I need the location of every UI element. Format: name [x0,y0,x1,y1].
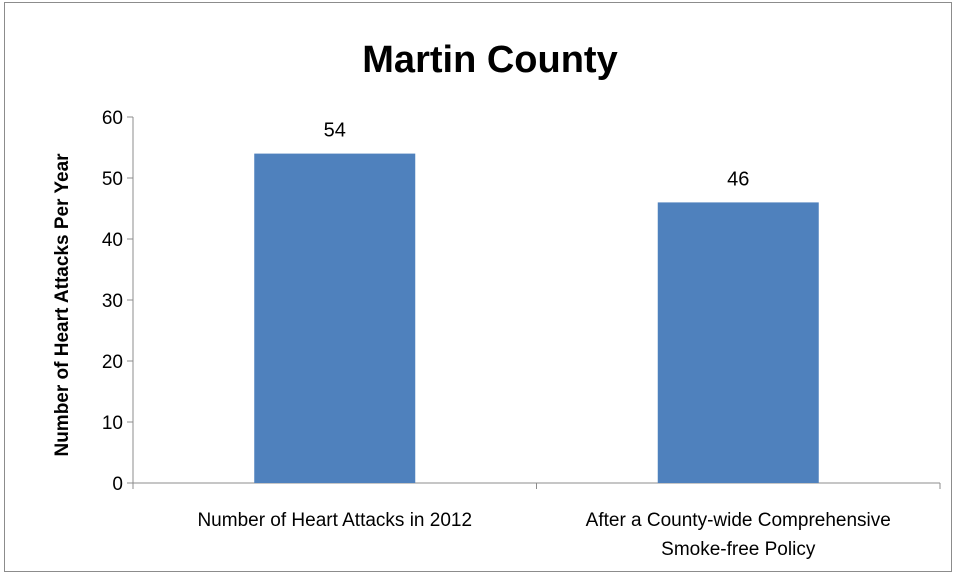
labels: 0 10 20 30 40 50 60 54 Number of Heart Attacks i… [102,108,891,560]
x-category-label: After a County-wide Comprehensive [586,510,891,531]
y-axis-label: Number of Heart Attacks Per Year [52,153,73,457]
y-tick-label: 10 [102,413,123,434]
data-label: 46 [727,168,749,190]
data-label: 54 [324,120,346,142]
bars [254,153,819,483]
x-category-label: Number of Heart Attacks in 2012 [197,510,472,531]
y-tick-label: 30 [102,291,123,312]
y-tick-label: 40 [102,230,123,251]
chart-title: Martin County [362,39,617,81]
bar [254,153,416,483]
y-tick-label: 60 [102,108,123,129]
y-tick-label: 20 [102,352,123,373]
x-category-label: Smoke-free Policy [661,539,816,560]
y-tick-label: 0 [112,474,123,495]
y-tick-label: 50 [102,169,123,190]
bar [657,202,819,483]
